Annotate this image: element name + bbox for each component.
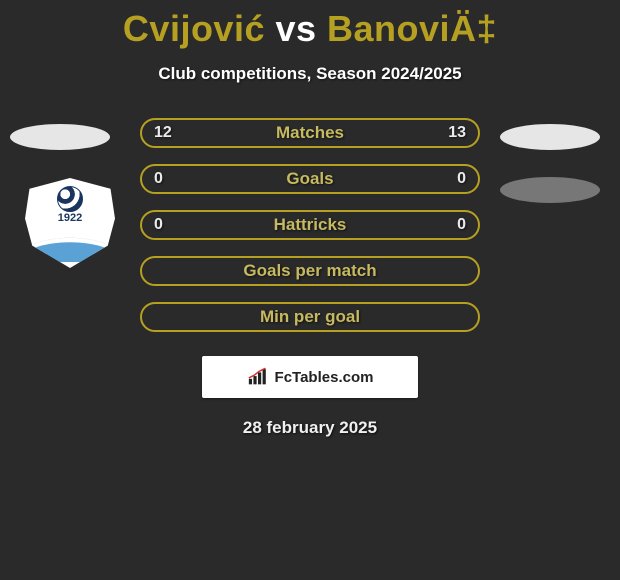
stat-label: Min per goal <box>260 307 360 327</box>
ball-icon <box>57 186 83 212</box>
attribution[interactable]: FcTables.com <box>202 356 418 398</box>
player-left-club-badge: 1922 <box>25 178 115 268</box>
stat-left-value: 0 <box>154 170 163 188</box>
comparison-widget: Cvijović vs BanoviÄ‡ Club competitions, … <box>0 0 620 580</box>
vs-separator: vs <box>265 8 327 49</box>
subtitle: Club competitions, Season 2024/2025 <box>0 64 620 84</box>
player-left-avatar-placeholder <box>10 124 110 150</box>
date: 28 february 2025 <box>0 418 620 438</box>
stat-left-value: 12 <box>154 124 172 142</box>
stat-left-value: 0 <box>154 216 163 234</box>
stat-row: Min per goal <box>140 302 480 332</box>
stat-row: Goals per match <box>140 256 480 286</box>
stat-row: 0 Goals 0 <box>140 164 480 194</box>
player-right-name: BanoviÄ‡ <box>327 8 497 49</box>
stat-right-value: 0 <box>457 216 466 234</box>
stat-right-value: 13 <box>448 124 466 142</box>
stat-right-value: 0 <box>457 170 466 188</box>
chart-icon <box>247 367 269 387</box>
stat-row: 12 Matches 13 <box>140 118 480 148</box>
player-right-club-placeholder <box>500 177 600 203</box>
badge-year: 1922 <box>25 212 115 224</box>
page-title: Cvijović vs BanoviÄ‡ <box>0 0 620 50</box>
stat-row: 0 Hattricks 0 <box>140 210 480 240</box>
attribution-text: FcTables.com <box>275 369 374 386</box>
stat-label: Goals per match <box>243 261 376 281</box>
player-left-name: Cvijović <box>123 8 265 49</box>
stat-label: Goals <box>286 169 333 189</box>
stat-label: Hattricks <box>274 215 347 235</box>
player-right-avatar-placeholder <box>500 124 600 150</box>
stat-label: Matches <box>276 123 344 143</box>
